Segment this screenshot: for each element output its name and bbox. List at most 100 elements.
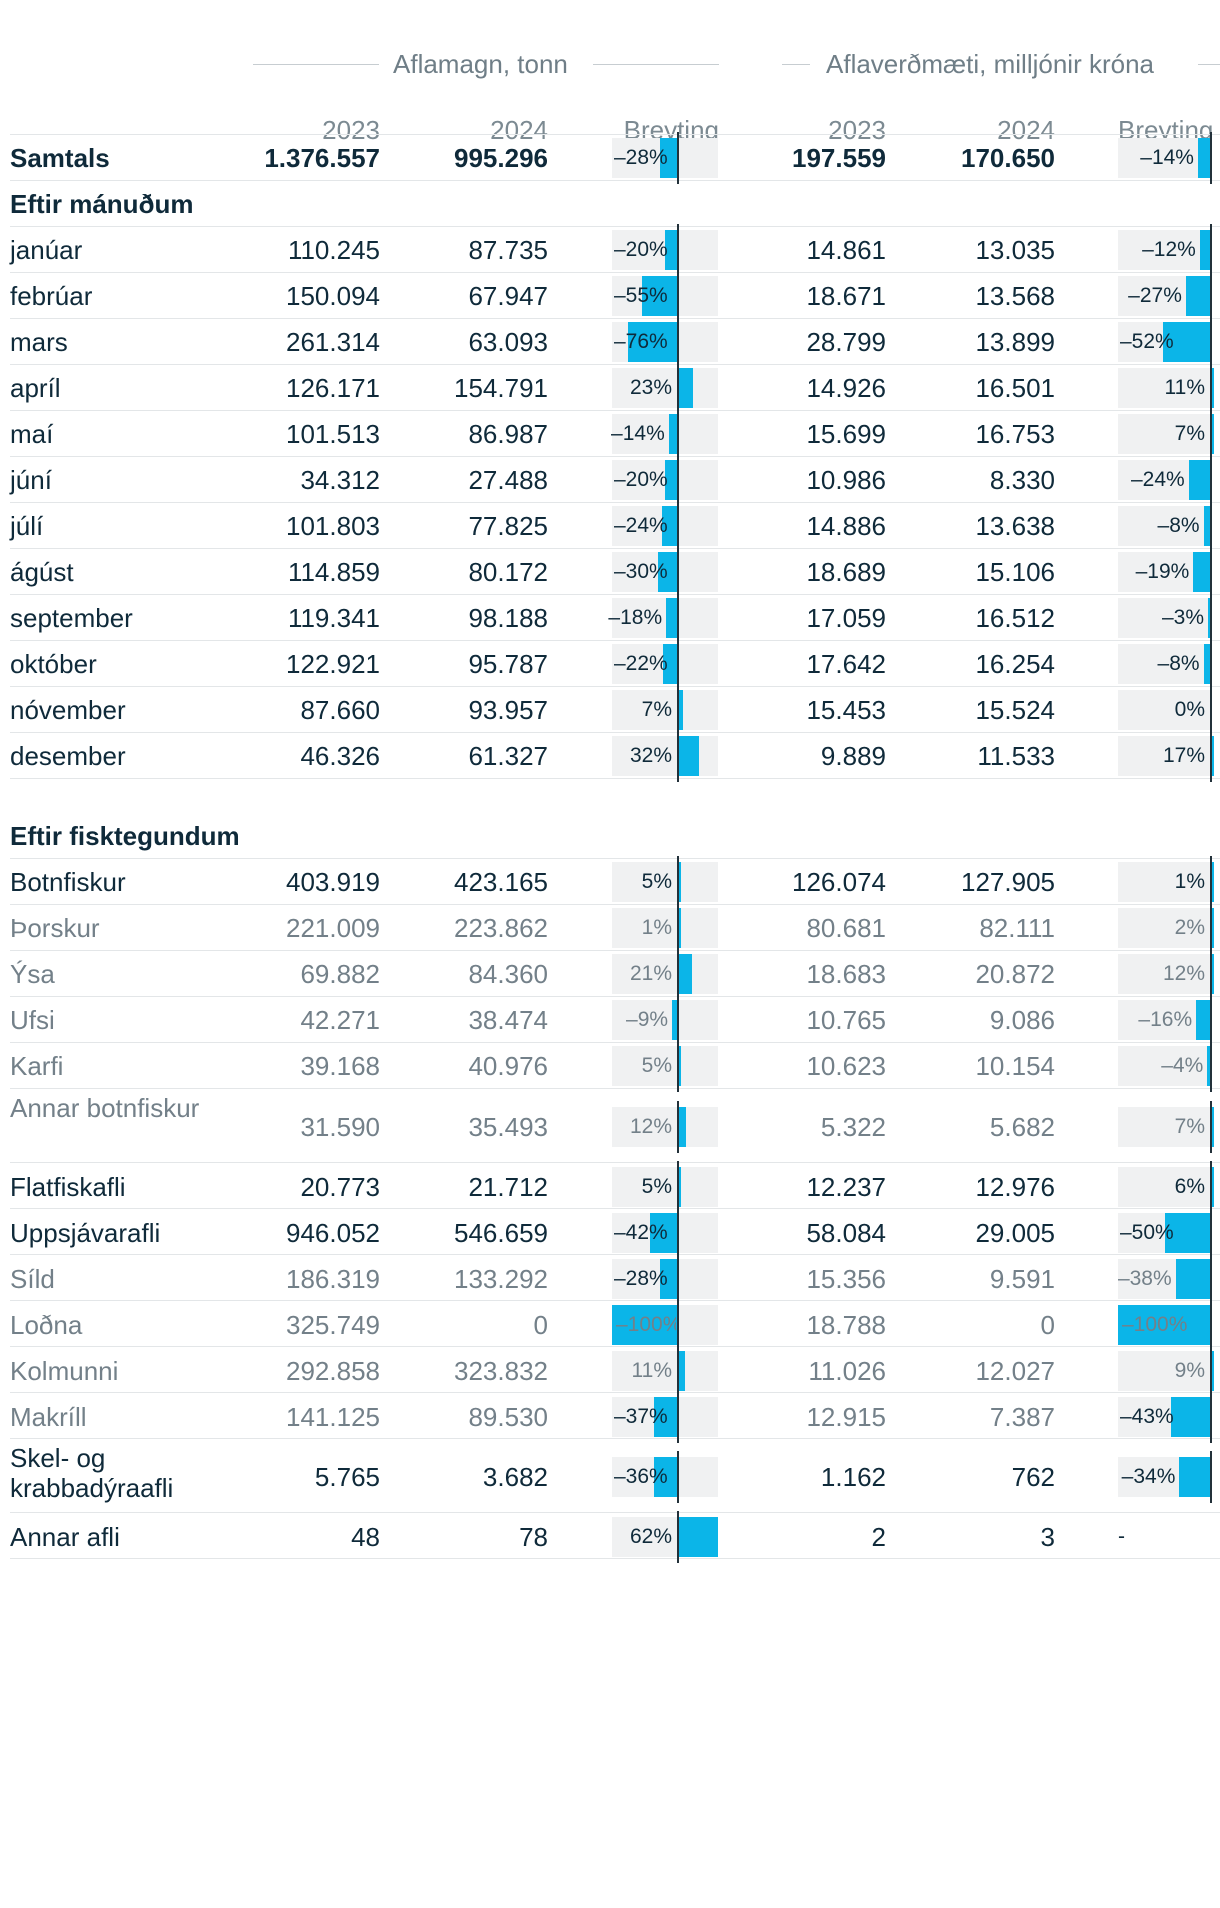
value-2023: 80.681 bbox=[806, 913, 886, 943]
value-change-bar bbox=[1164, 1213, 1211, 1253]
volume-change-axis bbox=[677, 316, 679, 368]
volume-2024: 27.488 bbox=[468, 465, 548, 495]
value-change-axis bbox=[1210, 1451, 1212, 1503]
row-label: Karfi bbox=[10, 1051, 64, 1081]
volume-change-bar bbox=[678, 1517, 718, 1557]
volume-change-label: 12% bbox=[629, 1115, 672, 1138]
value-change-label: –43% bbox=[1120, 1405, 1174, 1428]
volume-change-axis bbox=[677, 132, 679, 184]
volume-2024: 546.659 bbox=[454, 1218, 548, 1248]
volume-2024: 323.832 bbox=[454, 1356, 548, 1386]
value-change-bar bbox=[1196, 1000, 1211, 1040]
volume-change-axis bbox=[677, 546, 679, 598]
volume-change-cell: 12% bbox=[612, 1101, 718, 1153]
value-change-label: - bbox=[1118, 1525, 1125, 1548]
value-change-bar bbox=[1118, 1305, 1211, 1345]
volume-change-cell: 5% bbox=[612, 1040, 718, 1092]
volume-change-cell: 23% bbox=[612, 362, 718, 414]
value-2023: 10.765 bbox=[806, 1005, 886, 1035]
value-2024: 11.533 bbox=[977, 741, 1055, 771]
value-2024: 8.330 bbox=[989, 465, 1055, 495]
value-change-label: –8% bbox=[1157, 514, 1200, 537]
volume-change-cell: –37% bbox=[612, 1391, 718, 1443]
value-change-bar bbox=[1211, 954, 1214, 994]
row-label: janúar bbox=[10, 235, 83, 265]
volume-change-bar bbox=[641, 276, 678, 316]
volume-change-axis bbox=[677, 408, 679, 460]
volume-change-axis bbox=[677, 224, 679, 276]
row-divider bbox=[10, 858, 1220, 859]
value-change-cell: 2% bbox=[1118, 902, 1214, 954]
value-change-label: 9% bbox=[1174, 1359, 1205, 1382]
row-divider bbox=[10, 548, 1220, 549]
volume-change-cell: –24% bbox=[612, 500, 718, 552]
group-rule-right bbox=[1198, 64, 1220, 65]
section-heading: Eftir mánuðum bbox=[10, 189, 194, 219]
volume-change-label: 5% bbox=[641, 870, 672, 893]
value-change-label: 1% bbox=[1174, 870, 1205, 893]
volume-2023: 39.168 bbox=[300, 1051, 380, 1081]
volume-change-label: 23% bbox=[629, 376, 672, 399]
row-label: Annar botnfiskur bbox=[10, 1093, 200, 1123]
volume-change-cell: 5% bbox=[612, 856, 718, 908]
value-change-label: 11% bbox=[1164, 376, 1205, 399]
volume-change-cell: –42% bbox=[612, 1207, 718, 1259]
value-change-label: 12% bbox=[1162, 962, 1205, 985]
value-2023: 17.059 bbox=[806, 603, 886, 633]
volume-change-cell: –30% bbox=[612, 546, 718, 598]
value-change-label: 6% bbox=[1174, 1175, 1205, 1198]
volume-change-bar bbox=[627, 322, 678, 362]
value-change-axis bbox=[1210, 856, 1212, 908]
value-2023: 12.237 bbox=[806, 1172, 886, 1202]
volume-change-axis bbox=[677, 500, 679, 552]
row-divider bbox=[10, 1254, 1220, 1255]
value-change-axis bbox=[1210, 454, 1212, 506]
value-2024: 16.753 bbox=[975, 419, 1055, 449]
value-2024: 13.899 bbox=[975, 327, 1055, 357]
value-change-cell: –27% bbox=[1118, 270, 1212, 322]
row-divider bbox=[10, 1438, 1220, 1439]
volume-change-label: 1% bbox=[641, 916, 672, 939]
value-2023: 2 bbox=[871, 1522, 886, 1552]
volume-change-label: –28% bbox=[614, 146, 668, 169]
volume-change-label: –36% bbox=[614, 1465, 668, 1488]
volume-change-axis bbox=[677, 362, 679, 414]
value-change-bar bbox=[1211, 908, 1214, 948]
value-change-axis bbox=[1210, 1207, 1212, 1259]
value-change-bar bbox=[1188, 460, 1211, 500]
value-2023: 14.861 bbox=[806, 235, 886, 265]
volume-2023: 403.919 bbox=[286, 867, 380, 897]
value-change-axis bbox=[1210, 994, 1212, 1046]
value-change-label: 7% bbox=[1174, 422, 1205, 445]
volume-2024: 38.474 bbox=[468, 1005, 548, 1035]
col-header-2023-volume: 2023 bbox=[322, 115, 380, 145]
row-label: Kolmunni bbox=[10, 1356, 119, 1386]
value-change-label: –50% bbox=[1120, 1221, 1174, 1244]
value-2023: 58.084 bbox=[806, 1218, 886, 1248]
value-change-bar bbox=[1193, 552, 1211, 592]
value-change-axis bbox=[1210, 1391, 1212, 1443]
volume-2023: 150.094 bbox=[286, 281, 380, 311]
volume-2023: 5.765 bbox=[314, 1462, 380, 1492]
volume-change-cell: –9% bbox=[612, 994, 718, 1046]
value-change-axis bbox=[1210, 224, 1212, 276]
row-divider bbox=[10, 1512, 1220, 1513]
volume-2024: 63.093 bbox=[468, 327, 548, 357]
volume-change-bar bbox=[678, 954, 692, 994]
value-change-cell: –43% bbox=[1118, 1391, 1212, 1443]
value-2023: 15.453 bbox=[806, 695, 886, 725]
volume-change-label: –20% bbox=[614, 468, 668, 491]
volume-2023: 87.660 bbox=[300, 695, 380, 725]
value-2023: 28.799 bbox=[806, 327, 886, 357]
value-change-bar bbox=[1199, 230, 1211, 270]
value-change-axis bbox=[1210, 1040, 1212, 1092]
volume-change-cell: –18% bbox=[608, 592, 718, 644]
group-rule-left bbox=[253, 64, 379, 65]
volume-2024: 223.862 bbox=[454, 913, 548, 943]
value-change-bar bbox=[1203, 506, 1211, 546]
value-2024: 16.512 bbox=[975, 603, 1055, 633]
row-divider bbox=[10, 272, 1220, 273]
value-change-axis bbox=[1210, 270, 1212, 322]
group-rule-right bbox=[593, 64, 719, 65]
